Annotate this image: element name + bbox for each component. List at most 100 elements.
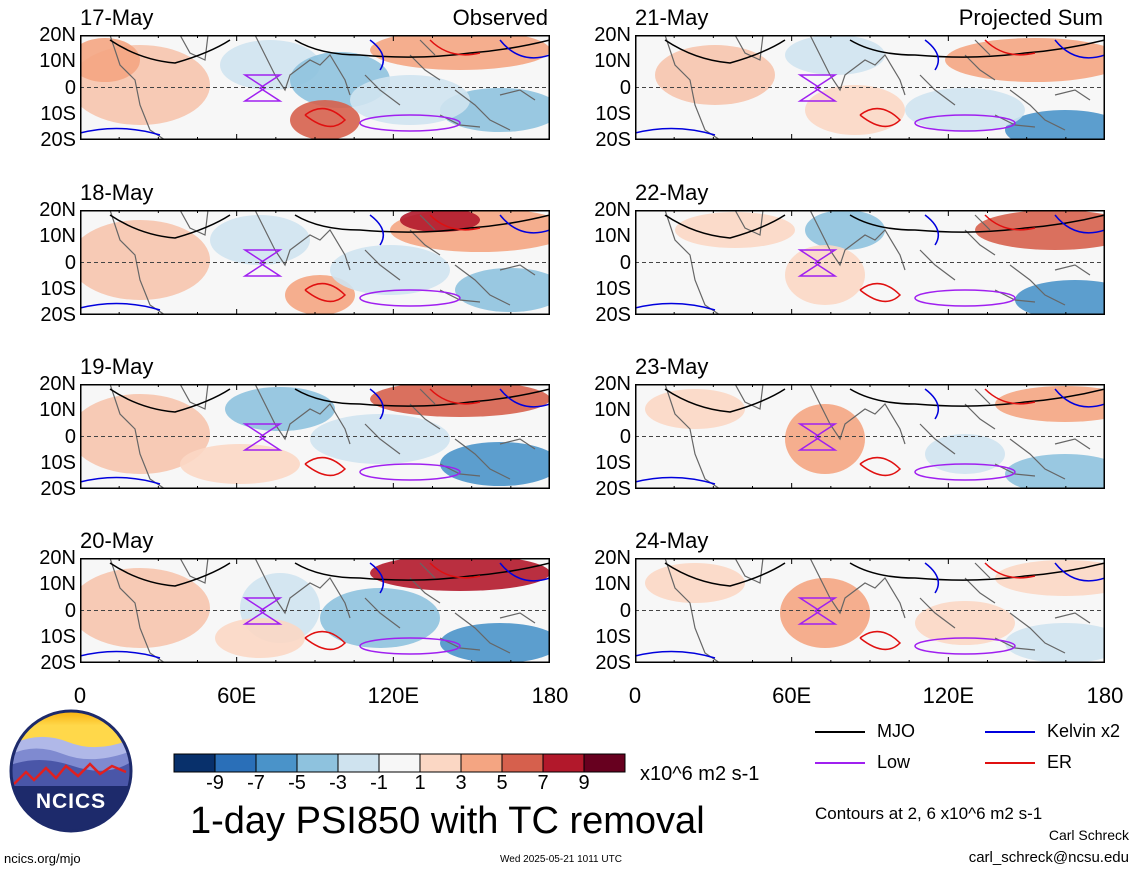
anomaly-shading [285, 275, 355, 315]
lat-label-20s: 20S [40, 304, 76, 326]
lat-label-10s: 10S [40, 625, 76, 648]
colorbar-swatch [255, 753, 298, 773]
lat-label-0: 0 [619, 76, 631, 99]
colorbar-tick-label: -5 [288, 772, 306, 794]
mjo-contour [664, 388, 1105, 413]
low-contour [914, 637, 1016, 655]
lon-label-60e: 60E [772, 683, 812, 708]
anomaly-shading [455, 268, 550, 312]
anomaly-shading [785, 35, 885, 75]
low-contour [914, 463, 1016, 481]
colorbar-tick-label: 7 [537, 772, 549, 794]
kelvin-contour [635, 39, 1105, 136]
lat-label-0: 0 [64, 251, 76, 274]
er-contour [304, 39, 481, 128]
lat-label-10n: 10N [594, 225, 631, 248]
anomaly-shading [645, 389, 745, 429]
panel-date-23-may: 23-May [635, 354, 709, 379]
panel-date-19-may: 19-May [80, 354, 154, 379]
lon-label-0: 0 [628, 683, 642, 708]
lon-label-120e: 120E [367, 683, 420, 708]
er-contour [304, 388, 481, 477]
anomaly-shading [210, 215, 310, 265]
column-title-right: Projected Sum [958, 5, 1103, 30]
lat-label-10n: 10N [39, 50, 76, 73]
lat-label-20s: 20S [595, 478, 631, 500]
mjo-contour [109, 214, 550, 239]
lat-label-10n: 10N [594, 573, 631, 596]
low-contour [359, 463, 461, 481]
low-contour [359, 637, 461, 655]
anomaly-shading [655, 45, 775, 105]
anomaly-shading [1015, 280, 1105, 315]
lat-label-10s: 10S [595, 451, 631, 474]
ncics-logo-icon [9, 709, 133, 833]
lat-label-10s: 10S [40, 451, 76, 474]
coastlines [635, 35, 1091, 140]
lat-label-20n: 20N [594, 547, 631, 569]
ncics-logo: NCICS [8, 708, 134, 834]
kelvin-contour [80, 562, 550, 659]
anomaly-shading [805, 85, 905, 135]
lat-label-10n: 10N [594, 399, 631, 422]
anomaly-shading [320, 588, 440, 648]
colorbar-swatch [173, 753, 216, 773]
lat-label-10s: 10S [595, 277, 631, 300]
colorbar-graphic [173, 753, 626, 773]
low-contour [914, 114, 1016, 132]
map-24-may [635, 558, 1105, 663]
legend-label-kelvin: Kelvin x2 [1047, 721, 1121, 741]
panel-date-24-may: 24-May [635, 528, 709, 553]
lat-label-10n: 10N [39, 225, 76, 248]
coastlines [80, 35, 536, 140]
lat-label-10s: 10S [595, 102, 631, 125]
colorbar-tick-label: -7 [247, 772, 265, 794]
colorbar-tick-label: 1 [414, 772, 426, 794]
kelvin-contour [80, 214, 550, 311]
column-title-left: Observed [452, 5, 548, 30]
colorbar-swatch [542, 753, 585, 773]
anomaly-shading [330, 245, 450, 295]
mjo-contour [664, 214, 1105, 239]
coastlines [80, 384, 536, 489]
legend-label-mjo: MJO [877, 721, 915, 741]
lat-label-20n: 20N [594, 373, 631, 395]
colorbar-swatch [378, 753, 421, 773]
lat-label-20s: 20S [40, 478, 76, 500]
coastlines [635, 210, 1091, 315]
contours-note: Contours at 2, 6 x10^6 m2 s-1 [815, 804, 1043, 823]
map-21-may [635, 35, 1105, 140]
legend-swatch-mjo [815, 731, 865, 734]
main-title: 1-day PSI850 with TC removal [190, 800, 705, 842]
lat-label-0: 0 [64, 599, 76, 622]
site-url: ncics.org/mjo [4, 851, 81, 866]
kelvin-contour [635, 214, 1105, 311]
er-contour [859, 214, 1036, 303]
er-contour [859, 39, 1036, 128]
low-contour [914, 289, 1016, 307]
colorbar-swatch [214, 753, 257, 773]
anomaly-shading [80, 568, 210, 648]
anomaly-shading [80, 394, 210, 474]
mjo-contour [664, 39, 1105, 64]
colorbar-swatch [501, 753, 544, 773]
lat-label-20n: 20N [39, 24, 76, 46]
map-18-may [80, 210, 550, 315]
coastlines [635, 558, 1091, 663]
coastlines [635, 384, 1091, 489]
legend-item-mjo: MJO [815, 722, 915, 740]
lat-label-0: 0 [64, 76, 76, 99]
lat-label-10n: 10N [594, 50, 631, 73]
anomaly-shading [225, 387, 335, 431]
er-contour [859, 562, 1036, 651]
colorbar-tick-label: -1 [370, 772, 388, 794]
lat-label-20s: 20S [40, 129, 76, 151]
lat-label-0: 0 [619, 251, 631, 274]
panel-date-20-may: 20-May [80, 528, 154, 553]
anomaly-shading [180, 444, 300, 484]
anomaly-shading [975, 210, 1105, 250]
kelvin-contour [635, 562, 1105, 659]
er-contour [304, 562, 481, 651]
colorbar-tick-label: 3 [455, 772, 467, 794]
mjo-contour [664, 562, 1105, 587]
